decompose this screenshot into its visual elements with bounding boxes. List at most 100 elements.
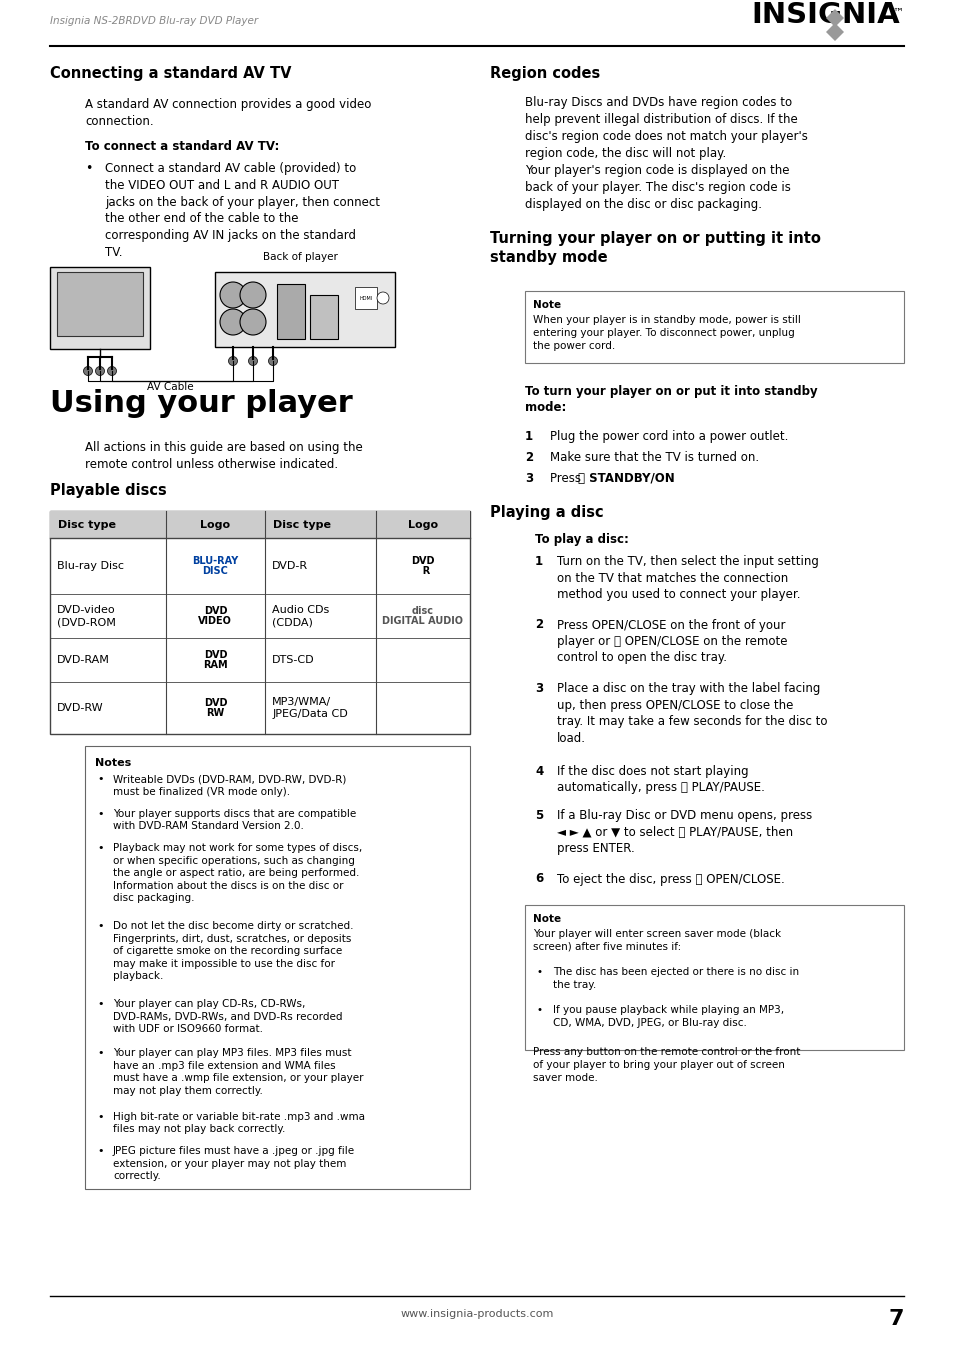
Text: Press any button on the remote control or the front
of your player to bring your: Press any button on the remote control o… xyxy=(533,1047,800,1082)
Text: High bit-rate or variable bit-rate .mp3 and .wma
files may not play back correct: High bit-rate or variable bit-rate .mp3 … xyxy=(112,1112,365,1133)
Bar xyxy=(50,511,470,538)
Text: Your player can play MP3 files. MP3 files must
have an .mp3 file extension and W: Your player can play MP3 files. MP3 file… xyxy=(112,1048,363,1096)
Bar xyxy=(214,272,395,347)
Text: All actions in this guide are based on using the
remote control unless otherwise: All actions in this guide are based on u… xyxy=(85,440,362,471)
Text: Place a disc on the tray with the label facing
up, then press OPEN/CLOSE to clos: Place a disc on the tray with the label … xyxy=(557,682,826,744)
Text: Disc type: Disc type xyxy=(58,520,116,530)
Text: DVD
RW: DVD RW xyxy=(203,698,227,717)
Circle shape xyxy=(95,366,105,376)
Text: Playing a disc: Playing a disc xyxy=(490,505,603,520)
Text: Disc type: Disc type xyxy=(273,520,331,530)
Text: Playback may not work for some types of discs,
or when specific operations, such: Playback may not work for some types of … xyxy=(112,843,362,904)
Text: 5: 5 xyxy=(535,809,542,821)
Bar xyxy=(50,511,470,734)
Text: To play a disc:: To play a disc: xyxy=(535,534,628,546)
Circle shape xyxy=(376,292,389,304)
Text: Back of player: Back of player xyxy=(262,253,337,262)
Text: Audio CDs
(CDDA): Audio CDs (CDDA) xyxy=(272,605,329,627)
Text: Insignia NS-2BRDVD Blu-ray DVD Player: Insignia NS-2BRDVD Blu-ray DVD Player xyxy=(50,16,258,26)
Text: disc
DIGITAL AUDIO: disc DIGITAL AUDIO xyxy=(382,607,463,626)
Text: 1: 1 xyxy=(524,430,533,443)
Text: •: • xyxy=(97,774,103,784)
Polygon shape xyxy=(825,9,843,27)
Text: 3: 3 xyxy=(524,471,533,485)
Text: Region codes: Region codes xyxy=(490,66,599,81)
Text: •: • xyxy=(97,921,103,931)
Text: Notes: Notes xyxy=(95,758,132,767)
Bar xyxy=(276,284,305,339)
Circle shape xyxy=(108,366,116,376)
Text: 1: 1 xyxy=(535,555,542,567)
Text: •: • xyxy=(85,162,92,176)
Text: Logo: Logo xyxy=(200,520,231,530)
Text: Make sure that the TV is turned on.: Make sure that the TV is turned on. xyxy=(550,451,759,463)
Text: Blu-ray Disc: Blu-ray Disc xyxy=(57,561,124,571)
Polygon shape xyxy=(825,23,843,41)
Text: ™: ™ xyxy=(892,8,903,18)
Text: DVD-video
(DVD-ROM: DVD-video (DVD-ROM xyxy=(57,605,115,627)
Text: If a Blu-ray Disc or DVD menu opens, press
◄ ► ▲ or ▼ to select ⏯ PLAY/PAUSE, th: If a Blu-ray Disc or DVD menu opens, pre… xyxy=(557,809,811,855)
Text: DVD
RAM: DVD RAM xyxy=(203,650,228,670)
Text: •: • xyxy=(97,1048,103,1058)
Text: Playable discs: Playable discs xyxy=(50,484,167,499)
Circle shape xyxy=(229,357,237,366)
Circle shape xyxy=(240,309,266,335)
Text: JPEG picture files must have a .jpeg or .jpg file
extension, or your player may : JPEG picture files must have a .jpeg or … xyxy=(112,1146,355,1181)
Text: DVD-R: DVD-R xyxy=(272,561,308,571)
Circle shape xyxy=(84,366,92,376)
Text: When your player is in standby mode, power is still
entering your player. To dis: When your player is in standby mode, pow… xyxy=(533,315,800,351)
Text: The disc has been ejected or there is no disc in
the tray.: The disc has been ejected or there is no… xyxy=(553,967,799,989)
Circle shape xyxy=(220,282,246,308)
Text: ⏻ STANDBY/ON: ⏻ STANDBY/ON xyxy=(578,471,674,485)
Text: Your player can play CD-Rs, CD-RWs,
DVD-RAMs, DVD-RWs, and DVD-Rs recorded
with : Your player can play CD-Rs, CD-RWs, DVD-… xyxy=(112,998,342,1034)
Bar xyxy=(524,905,903,1050)
Text: Turn on the TV, then select the input setting
on the TV that matches the connect: Turn on the TV, then select the input se… xyxy=(557,555,818,601)
Text: Connecting a standard AV TV: Connecting a standard AV TV xyxy=(50,66,292,81)
Text: •: • xyxy=(97,1146,103,1156)
Text: DVD-RAM: DVD-RAM xyxy=(57,655,110,665)
Text: 2: 2 xyxy=(524,451,533,463)
Text: BLU-RAY
DISC: BLU-RAY DISC xyxy=(193,557,238,576)
Text: Your player supports discs that are compatible
with DVD-RAM Standard Version 2.0: Your player supports discs that are comp… xyxy=(112,808,355,831)
Text: Writeable DVDs (DVD-RAM, DVD-RW, DVD-R)
must be finalized (VR mode only).: Writeable DVDs (DVD-RAM, DVD-RW, DVD-R) … xyxy=(112,774,346,797)
Text: 2: 2 xyxy=(535,619,542,631)
Text: AV Cable: AV Cable xyxy=(147,382,193,392)
Text: Note: Note xyxy=(533,300,560,309)
Bar xyxy=(50,267,150,349)
Text: DVD-RW: DVD-RW xyxy=(57,703,104,713)
Text: Your player will enter screen saver mode (black
screen) after five minutes if:: Your player will enter screen saver mode… xyxy=(533,929,781,952)
Bar xyxy=(355,286,376,309)
Bar xyxy=(310,295,337,339)
Text: Note: Note xyxy=(533,915,560,924)
Circle shape xyxy=(248,357,257,366)
Text: MP3/WMA/
JPEG/Data CD: MP3/WMA/ JPEG/Data CD xyxy=(272,697,348,719)
Text: If you pause playback while playing an MP3,
CD, WMA, DVD, JPEG, or Blu-ray disc.: If you pause playback while playing an M… xyxy=(553,1005,783,1028)
Text: Turning your player on or putting it into
standby mode: Turning your player on or putting it int… xyxy=(490,231,820,265)
Text: Using your player: Using your player xyxy=(50,389,353,417)
Text: Press OPEN/CLOSE on the front of your
player or ⏶ OPEN/CLOSE on the remote
contr: Press OPEN/CLOSE on the front of your pl… xyxy=(557,619,786,665)
Bar xyxy=(85,746,470,1189)
Text: DVD
  R: DVD R xyxy=(411,557,434,576)
Text: INSIGNIA: INSIGNIA xyxy=(751,1,899,28)
Text: HDMI: HDMI xyxy=(359,296,373,300)
Text: DVD
VIDEO: DVD VIDEO xyxy=(198,607,233,626)
Text: To turn your player on or put it into standby
mode:: To turn your player on or put it into st… xyxy=(524,385,817,413)
Text: Press: Press xyxy=(550,471,584,485)
Text: Plug the power cord into a power outlet.: Plug the power cord into a power outlet. xyxy=(550,430,787,443)
Text: •: • xyxy=(97,843,103,852)
Text: 7: 7 xyxy=(887,1309,903,1329)
Bar xyxy=(524,290,903,363)
Text: To eject the disc, press ⏶ OPEN/CLOSE.: To eject the disc, press ⏶ OPEN/CLOSE. xyxy=(557,873,784,885)
Text: www.insignia-products.com: www.insignia-products.com xyxy=(400,1309,553,1319)
Text: 4: 4 xyxy=(535,765,542,778)
Text: A standard AV connection provides a good video
connection.: A standard AV connection provides a good… xyxy=(85,99,371,128)
Text: To connect a standard AV TV:: To connect a standard AV TV: xyxy=(85,141,279,153)
Text: •: • xyxy=(97,1112,103,1121)
Text: Blu-ray Discs and DVDs have region codes to
help prevent illegal distribution of: Blu-ray Discs and DVDs have region codes… xyxy=(524,96,807,211)
Text: •: • xyxy=(537,967,542,977)
Circle shape xyxy=(220,309,246,335)
Text: If the disc does not start playing
automatically, press ⏯ PLAY/PAUSE.: If the disc does not start playing autom… xyxy=(557,765,764,794)
Text: 6: 6 xyxy=(535,873,542,885)
Text: Do not let the disc become dirty or scratched.
Fingerprints, dirt, dust, scratch: Do not let the disc become dirty or scra… xyxy=(112,921,354,981)
Text: 3: 3 xyxy=(535,682,542,694)
